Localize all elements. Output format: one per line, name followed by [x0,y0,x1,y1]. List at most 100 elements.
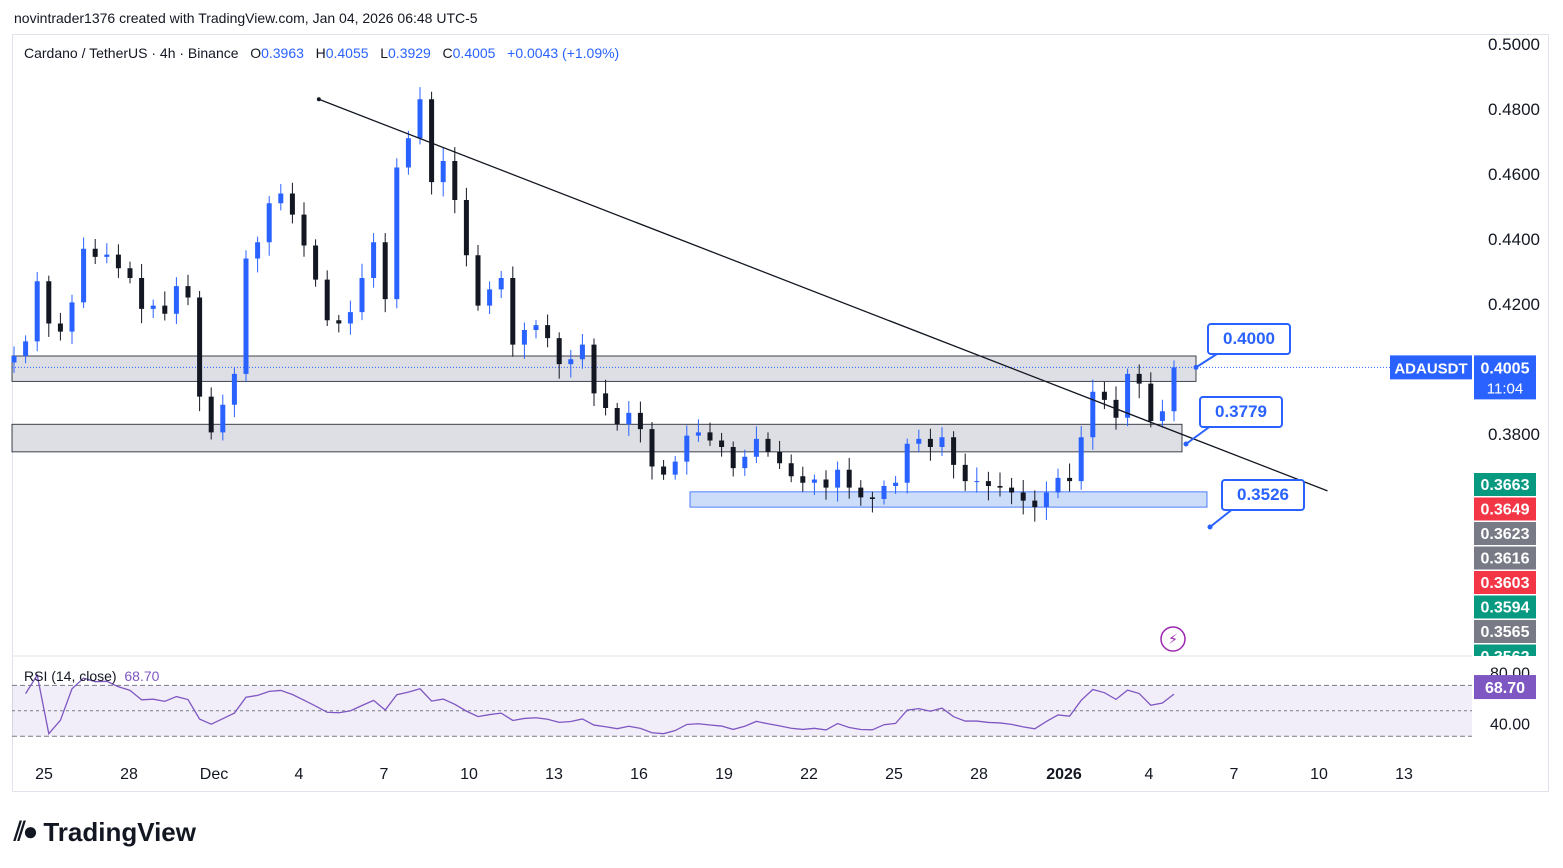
candle-body [1101,391,1107,400]
zone-rect [689,491,1208,508]
candle-body [1136,373,1142,384]
chart-frame[interactable] [12,34,1549,792]
symbol-badge-label: ADAUSDT [1394,360,1467,377]
time-axis-label: 4 [1145,766,1154,783]
candle-body [1032,500,1038,508]
side-price-value: 0.3565 [1481,624,1530,641]
side-price-badge [1474,473,1536,496]
candle-body [707,432,713,441]
callout-anchor [1183,441,1189,447]
candle-body [742,456,748,469]
side-price-value: 0.3594 [1481,600,1530,617]
candle-body [846,469,852,488]
candle-body [208,396,214,433]
candle-body [695,432,701,436]
trendline [316,97,1328,492]
trendline-line [318,98,1328,492]
candle-body [475,255,481,306]
candle-body [405,138,411,168]
rsi-label: RSI (14, close) [24,668,117,684]
callout-anchor [1207,524,1213,530]
side-price-badge [1474,522,1536,545]
candle-body [162,305,168,314]
time-axis-label: 4 [295,766,304,783]
callout-label: 0.4000 [1223,329,1275,348]
candle-body [603,393,609,408]
attribution-header: novintrader1376 created with TradingView… [14,10,478,26]
candle-body [23,341,29,356]
high-label: H [315,45,326,61]
callout-label: 0.3526 [1237,485,1289,504]
time-axis-label: 10 [460,766,478,783]
candle-body [962,464,968,482]
candle-body [1078,437,1084,482]
candle-body [57,323,63,332]
time-axis-label: 7 [1230,766,1239,783]
candle-body [324,279,330,321]
rsi-pane [12,673,1472,737]
rsi-value: 68.70 [124,668,160,684]
candle-body [545,325,551,339]
change-value: +0.0043 (+1.09%) [507,45,620,61]
candle-body [591,344,597,394]
lightning-icon: ⚡ [1160,626,1186,652]
candle-body [672,461,678,475]
candle-body [974,481,980,483]
candle-body [255,242,261,259]
candle-body [927,438,933,447]
symbol-badge [1390,355,1472,380]
candle-body [823,479,829,488]
candle-body [197,297,203,397]
side-price-badge [1474,644,1536,656]
symbol-legend: Cardano / TetherUS · 4h · Binance O0.396… [24,45,619,61]
time-axis-label: 22 [800,766,818,783]
candle-body [11,356,17,363]
time-axis-label: 19 [715,766,733,783]
price-axis-label: 0.4400 [1488,230,1540,249]
rsi-badge [1474,675,1536,700]
callout-label: 0.3779 [1215,402,1267,421]
candle-body [521,330,527,345]
candle-body [220,404,226,433]
candle-body [661,466,667,475]
candle-body [127,268,133,278]
side-price-value: 0.3663 [1481,477,1530,494]
rsi-legend: RSI (14, close) 68.70 [24,668,159,684]
tradingview-logo[interactable]: ⫽● TradingView [14,816,196,848]
candle-body [835,469,841,488]
callout-box [1221,479,1305,511]
symbol-name: Cardano / TetherUS · 4h · Binance [24,45,239,61]
candle-body [69,302,75,332]
candle-body [800,476,806,483]
candle-body [243,258,249,374]
rsi-badge-value: 68.70 [1485,680,1525,697]
price-axis-label: 0.4200 [1488,295,1540,314]
candle-body [893,482,899,486]
side-price-value: 0.3649 [1481,502,1530,519]
time-axis-label: 2026 [1046,766,1082,783]
candle-body [753,438,759,457]
time-axis-label: 10 [1310,766,1328,783]
candle-body [858,487,864,498]
side-price-value: 0.3603 [1481,575,1530,592]
tradingview-logo-icon: ⫽● [14,816,38,846]
candle-body [394,167,400,300]
side-price-value: 0.3616 [1481,551,1530,568]
candle-body [1148,383,1154,421]
candle-body [115,254,121,269]
time-axis-label: 16 [630,766,648,783]
candle-body [985,481,991,486]
zone-rect [11,423,1183,453]
candle-body [382,242,388,300]
callout-pointer [1209,507,1235,528]
candle-body [904,443,910,483]
candle-body [626,412,632,425]
candle-body [336,320,342,324]
candle-body [313,245,319,280]
candle-body [951,437,957,465]
price-axis-label: 0.5000 [1488,35,1540,54]
candle-body [452,161,458,200]
candle-body [150,305,156,309]
candle-body [1159,411,1165,421]
